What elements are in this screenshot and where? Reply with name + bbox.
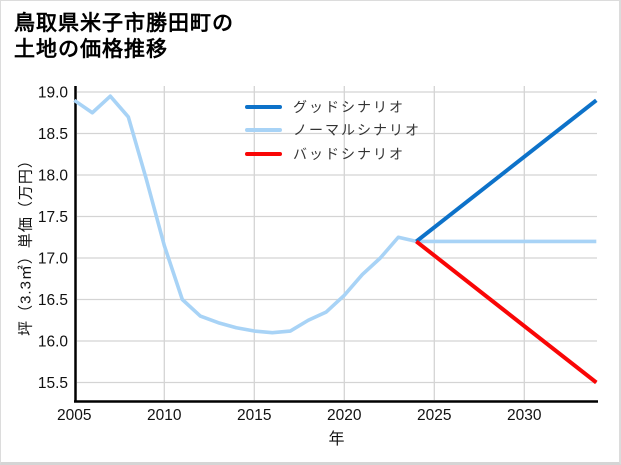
y-tick-label: 18.0 — [38, 168, 69, 185]
chart-title-line1: 鳥取県米子市勝田町の — [14, 12, 234, 35]
legend-item-normal-scenario: ノーマルシナリオ — [245, 119, 421, 143]
y-tick-label: 18.5 — [38, 126, 68, 143]
good-scenario-line-swatch — [245, 104, 282, 109]
legend-item-good-scenario: グッドシナリオ — [245, 95, 421, 119]
chart-title: 鳥取県米子市勝田町の 土地の価格推移 — [14, 11, 234, 63]
x-tick-label: 2005 — [57, 407, 91, 424]
legend-label: バッドシナリオ — [293, 145, 405, 162]
y-tick-label: 16.0 — [38, 334, 69, 351]
chart-title-line2: 土地の価格推移 — [14, 38, 168, 61]
x-tick-label: 2010 — [147, 407, 182, 424]
y-tick-label: 17.0 — [38, 251, 69, 268]
bad-scenario-line-swatch — [245, 151, 282, 156]
legend-label: グッドシナリオ — [293, 98, 405, 115]
y-tick-label: 16.5 — [38, 292, 68, 309]
good-scenario-line — [415, 98, 598, 243]
legend-label: ノーマルシナリオ — [293, 122, 421, 139]
y-tick-label: 17.5 — [38, 209, 68, 226]
y-tick-label: 15.5 — [38, 375, 68, 392]
normal-scenario-line-swatch — [245, 128, 282, 133]
normal-scenario-line — [73, 94, 597, 335]
bad-scenario-line — [415, 239, 598, 385]
x-tick-label: 2020 — [327, 407, 362, 424]
x-tick-label: 2015 — [237, 407, 271, 424]
y-tick-label: 19.0 — [38, 85, 69, 102]
x-tick-label: 2025 — [417, 407, 451, 424]
x-tick-label: 2030 — [507, 407, 542, 424]
chart-legend: グッドシナリオ ノーマルシナリオ バッドシナリオ — [245, 95, 421, 166]
y-axis-title: 坪（3.3㎡）単価（万円） — [17, 152, 35, 336]
x-axis-title: 年 — [328, 431, 345, 448]
legend-item-bad-scenario: バッドシナリオ — [245, 142, 421, 166]
